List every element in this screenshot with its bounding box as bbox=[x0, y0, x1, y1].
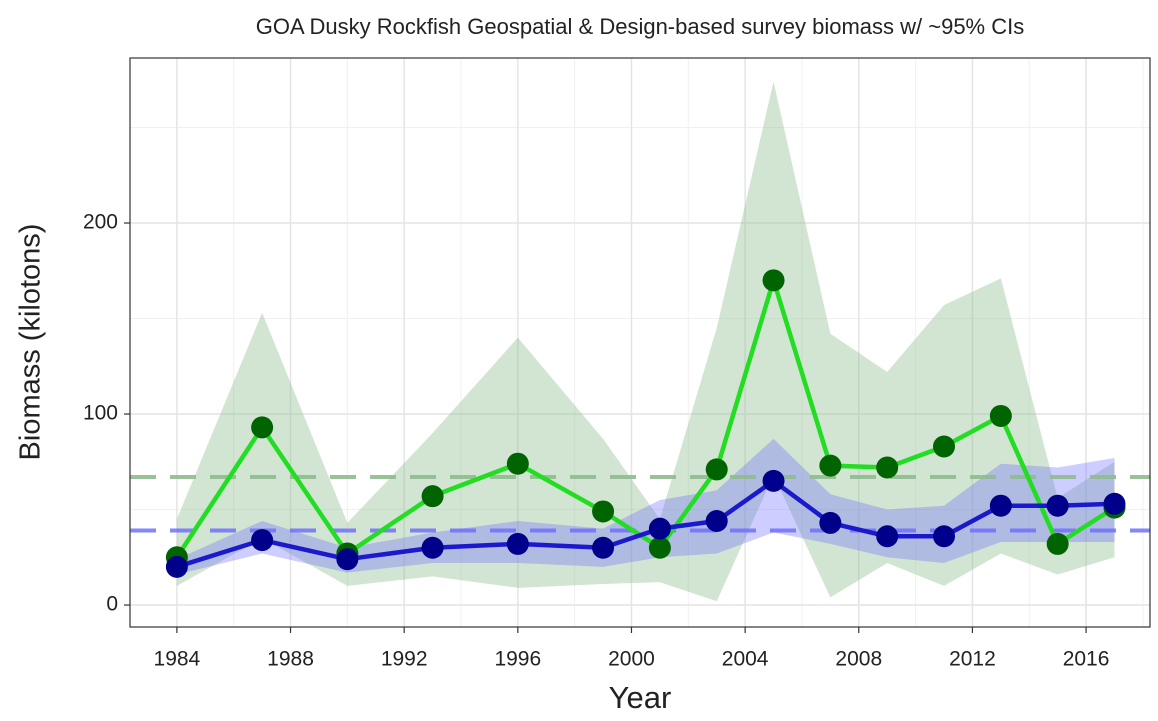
data-point bbox=[648, 517, 671, 540]
data-point bbox=[819, 454, 842, 477]
data-point bbox=[989, 404, 1012, 427]
data-point bbox=[705, 458, 728, 481]
data-point bbox=[251, 416, 274, 439]
data-point bbox=[933, 435, 956, 458]
data-point bbox=[705, 509, 728, 532]
x-tick-label: 2012 bbox=[949, 648, 996, 671]
x-tick-label: 1996 bbox=[494, 648, 541, 671]
data-point bbox=[421, 485, 444, 508]
y-tick-label: 100 bbox=[83, 402, 118, 425]
chart-title: GOA Dusky Rockfish Geospatial & Design-b… bbox=[256, 14, 1025, 39]
x-tick-label: 1992 bbox=[381, 648, 428, 671]
data-point bbox=[933, 525, 956, 548]
x-tick-label: 1984 bbox=[154, 648, 201, 671]
y-tick-label: 200 bbox=[83, 211, 118, 234]
plot-border bbox=[129, 57, 1151, 628]
data-point bbox=[421, 536, 444, 559]
data-point bbox=[762, 269, 785, 292]
y-axis-label: Biomass (kilotons) bbox=[15, 224, 47, 461]
data-point bbox=[592, 500, 615, 523]
x-tick-label: 2004 bbox=[722, 648, 769, 671]
data-point bbox=[1046, 532, 1069, 555]
x-tick-label: 2016 bbox=[1063, 648, 1110, 671]
y-tick-label: 0 bbox=[106, 593, 118, 616]
data-point bbox=[1103, 492, 1126, 515]
x-tick-label: 2000 bbox=[608, 648, 655, 671]
data-point bbox=[876, 456, 899, 479]
data-point bbox=[1046, 494, 1069, 517]
data-point bbox=[762, 469, 785, 492]
x-axis-label: Year bbox=[609, 680, 672, 715]
data-point bbox=[989, 494, 1012, 517]
data-point bbox=[648, 536, 671, 559]
data-point bbox=[592, 536, 615, 559]
data-point bbox=[165, 555, 188, 578]
data-point bbox=[506, 452, 529, 475]
data-point bbox=[336, 548, 359, 571]
x-tick-label: 1988 bbox=[267, 648, 314, 671]
data-point bbox=[819, 511, 842, 534]
data-point bbox=[506, 532, 529, 555]
x-tick-label: 2008 bbox=[835, 648, 882, 671]
data-point bbox=[251, 529, 274, 552]
data-point bbox=[876, 525, 899, 548]
